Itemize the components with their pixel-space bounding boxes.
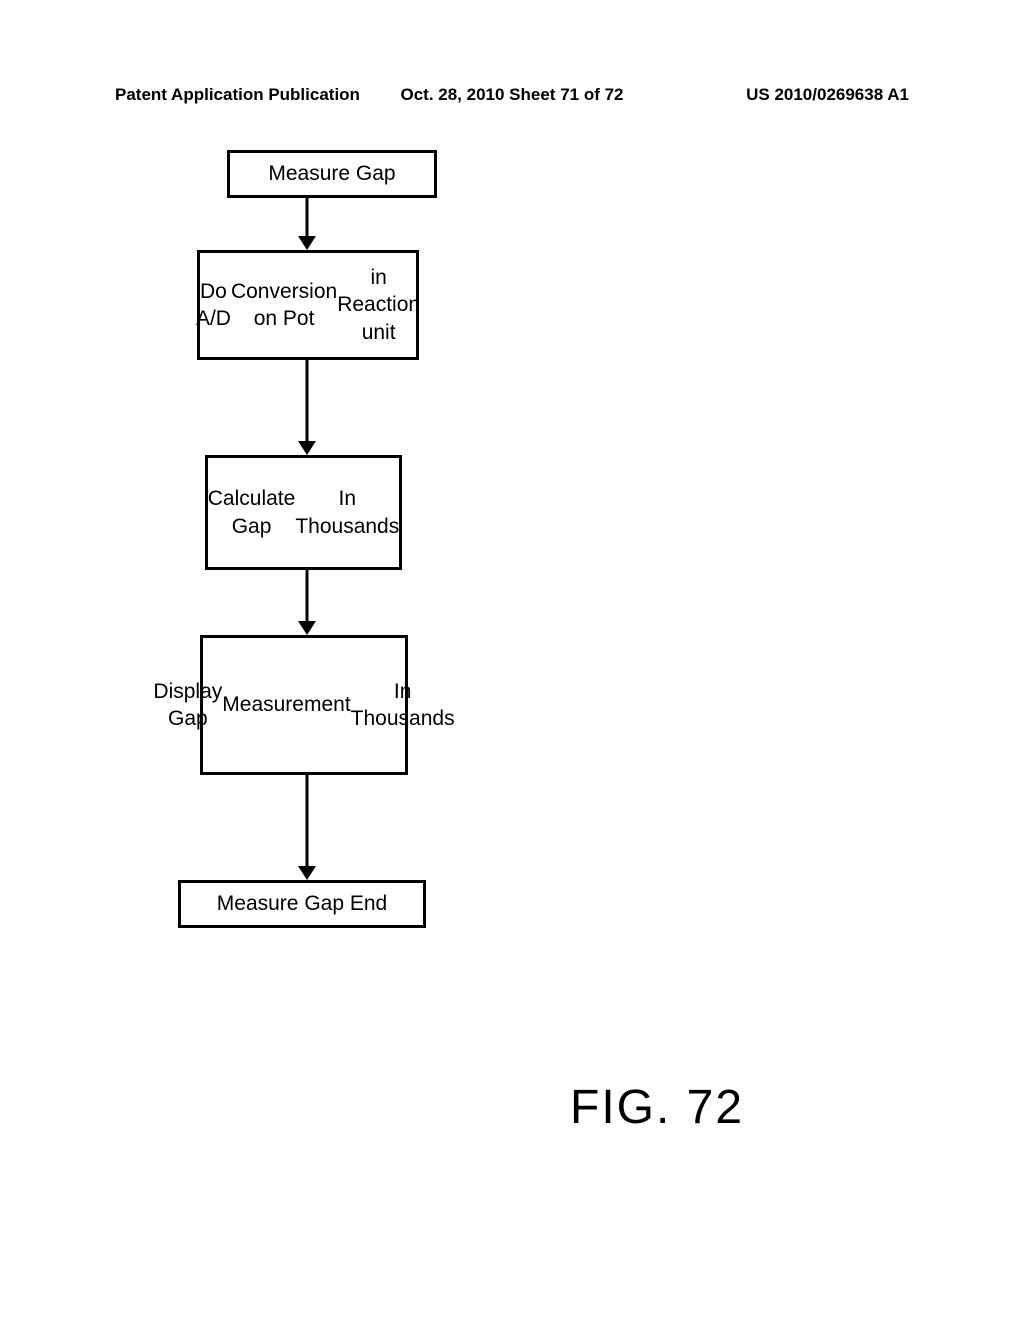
flowchart-node: Measure Gap bbox=[227, 150, 437, 198]
header-center-text: Oct. 28, 2010 Sheet 71 of 72 bbox=[400, 85, 623, 105]
header-left-text: Patent Application Publication bbox=[115, 85, 360, 105]
node-text-line: Calculate Gap bbox=[208, 485, 296, 540]
figure-label: FIG. 72 bbox=[570, 1080, 744, 1135]
flowchart-arrow bbox=[292, 775, 322, 880]
node-text-line: Measurement bbox=[222, 691, 350, 718]
flowchart-node: Display GapMeasurementIn Thousands bbox=[200, 635, 408, 775]
node-text-line: Measure Gap bbox=[268, 160, 395, 187]
flowchart-arrow bbox=[292, 198, 322, 250]
node-text-line: In Thousands bbox=[295, 485, 399, 540]
header-right-text: US 2010/0269638 A1 bbox=[746, 85, 909, 105]
flowchart-node: Do A/DConversion on Potin Reaction unit bbox=[197, 250, 419, 360]
node-text-line: Display Gap bbox=[153, 678, 222, 733]
node-text-line: Conversion on Pot bbox=[231, 278, 337, 333]
flowchart-arrow bbox=[292, 360, 322, 455]
node-text-line: Measure Gap End bbox=[217, 890, 387, 917]
node-text-line: In Thousands bbox=[351, 678, 455, 733]
node-text-line: Do A/D bbox=[196, 278, 231, 333]
node-text-line: in Reaction unit bbox=[337, 264, 420, 346]
flowchart-arrow bbox=[292, 570, 322, 635]
flowchart-node: Measure Gap End bbox=[178, 880, 426, 928]
flowchart-node: Calculate GapIn Thousands bbox=[205, 455, 402, 570]
